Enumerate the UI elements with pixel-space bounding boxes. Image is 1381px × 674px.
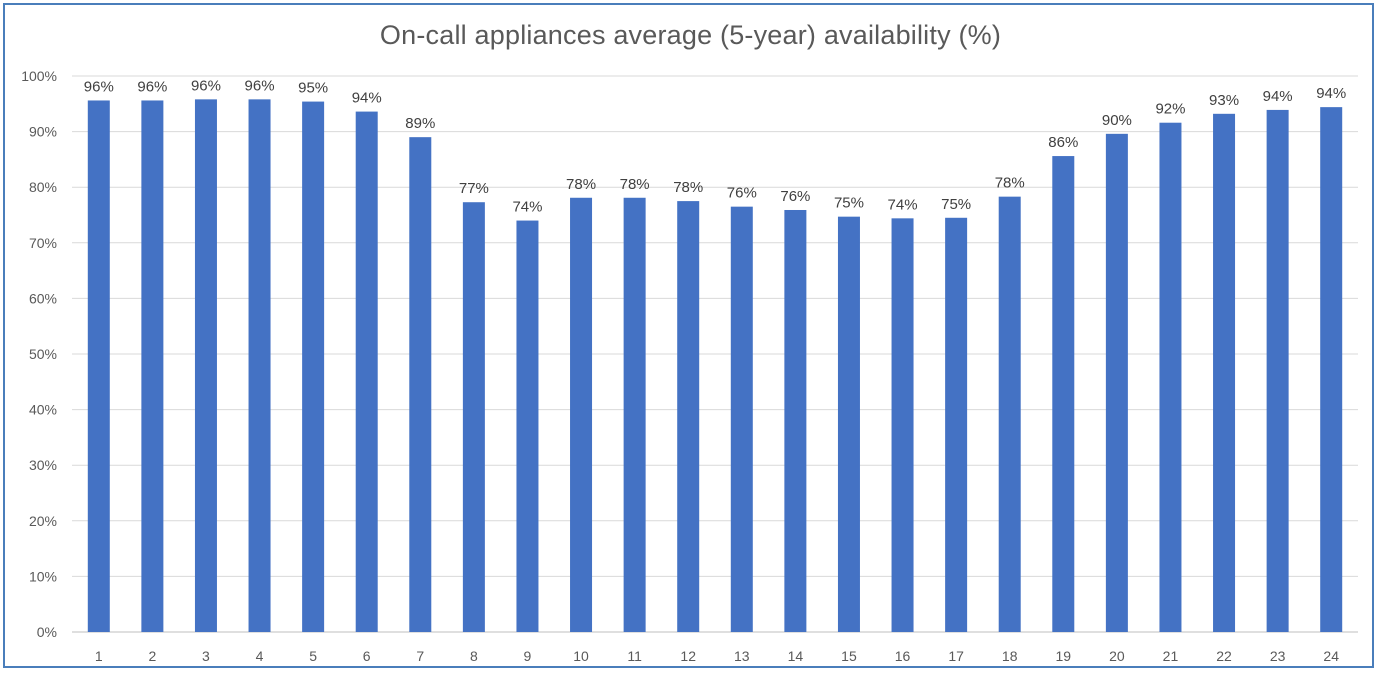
x-tick-label: 24: [1323, 648, 1339, 664]
y-tick-label: 70%: [29, 235, 57, 251]
x-tick-label: 1: [95, 648, 103, 664]
bar: [87, 100, 110, 633]
data-label: 92%: [1155, 101, 1185, 118]
data-label: 96%: [191, 77, 221, 94]
x-tick-label: 16: [895, 648, 911, 664]
bar: [409, 137, 432, 632]
data-label: 90%: [1102, 112, 1132, 129]
x-tick-label: 20: [1109, 648, 1125, 664]
x-tick-label: 19: [1056, 648, 1072, 664]
x-tick-label: 2: [148, 648, 156, 664]
bar: [998, 196, 1021, 633]
x-tick-label: 4: [256, 648, 264, 664]
y-tick-label: 90%: [29, 124, 57, 140]
x-axis-tick-labels: 1 2 3 4 5 6 7 8 9 10 11 12 13 14 15 16 17 18 19 20 21 22 23 24: [95, 648, 1339, 664]
y-tick-label: 50%: [29, 346, 57, 362]
x-tick-label: 18: [1002, 648, 1018, 664]
x-tick-label: 9: [524, 648, 532, 664]
bar: [516, 220, 539, 632]
data-label: 75%: [941, 196, 971, 213]
x-tick-label: 7: [416, 648, 424, 664]
bar: [891, 218, 914, 632]
y-tick-label: 80%: [29, 179, 57, 195]
data-label: 76%: [780, 188, 810, 205]
x-tick-label: 15: [841, 648, 857, 664]
bar: [623, 197, 646, 632]
x-tick-label: 14: [788, 648, 804, 664]
data-label: 78%: [566, 176, 596, 193]
bar: [837, 216, 860, 632]
data-label: 89%: [405, 115, 435, 132]
y-tick-label: 30%: [29, 457, 57, 473]
bar: [462, 202, 485, 632]
bar: [570, 197, 593, 632]
bar: [945, 217, 968, 632]
bar: [784, 209, 807, 632]
data-label: 95%: [298, 80, 328, 97]
x-tick-label: 21: [1163, 648, 1179, 664]
data-label: 86%: [1048, 134, 1078, 151]
data-label: 78%: [995, 175, 1025, 192]
bar: [194, 99, 217, 633]
bar: [1105, 133, 1128, 632]
x-tick-label: 10: [573, 648, 589, 664]
data-label: 93%: [1209, 92, 1239, 109]
x-tick-label: 22: [1216, 648, 1232, 664]
bar: [1213, 113, 1236, 633]
data-label: 75%: [834, 195, 864, 212]
x-tick-label: 17: [948, 648, 964, 664]
x-tick-label: 3: [202, 648, 210, 664]
x-tick-label: 23: [1270, 648, 1286, 664]
data-label: 74%: [512, 199, 542, 216]
y-axis-tick-labels: 0% 10% 20% 30% 40% 50% 60% 70% 80% 90% 100%: [21, 68, 57, 640]
data-label: 76%: [727, 185, 757, 202]
data-label: 96%: [84, 78, 114, 95]
bar: [141, 100, 164, 633]
chart-title: On-call appliances average (5-year) avai…: [379, 20, 1002, 50]
data-label: 96%: [245, 77, 275, 94]
data-label: 94%: [352, 90, 382, 107]
y-tick-label: 60%: [29, 290, 57, 306]
bar: [355, 111, 378, 633]
y-tick-label: 20%: [29, 513, 57, 529]
x-tick-label: 6: [363, 648, 371, 664]
data-label: 78%: [673, 179, 703, 196]
bar: [1266, 109, 1289, 632]
data-label: 78%: [620, 176, 650, 193]
y-tick-label: 100%: [21, 68, 57, 84]
bar: [1159, 122, 1182, 632]
gridlines: [72, 75, 1358, 633]
bars: [87, 99, 1343, 633]
y-tick-label: 40%: [29, 402, 57, 418]
data-label: 77%: [459, 180, 489, 197]
x-tick-label: 12: [680, 648, 696, 664]
data-label: 94%: [1316, 85, 1346, 102]
x-tick-label: 8: [470, 648, 478, 664]
bar: [248, 99, 271, 633]
data-labels: 96% 96% 96% 96% 95% 94% 89% 77% 74% 78% 78% 78% 76% 7…: [84, 77, 1346, 215]
bar: [302, 101, 325, 633]
bar: [1320, 107, 1343, 633]
x-tick-label: 5: [309, 648, 317, 664]
x-tick-label: 11: [627, 648, 642, 664]
y-tick-label: 10%: [29, 568, 57, 584]
bar: [730, 206, 753, 632]
data-label: 94%: [1263, 88, 1293, 105]
bar: [1052, 156, 1075, 632]
bar: [677, 201, 700, 632]
x-tick-label: 13: [734, 648, 750, 664]
data-label: 96%: [137, 78, 167, 95]
y-tick-label: 0%: [37, 624, 57, 640]
data-label: 74%: [888, 196, 918, 213]
